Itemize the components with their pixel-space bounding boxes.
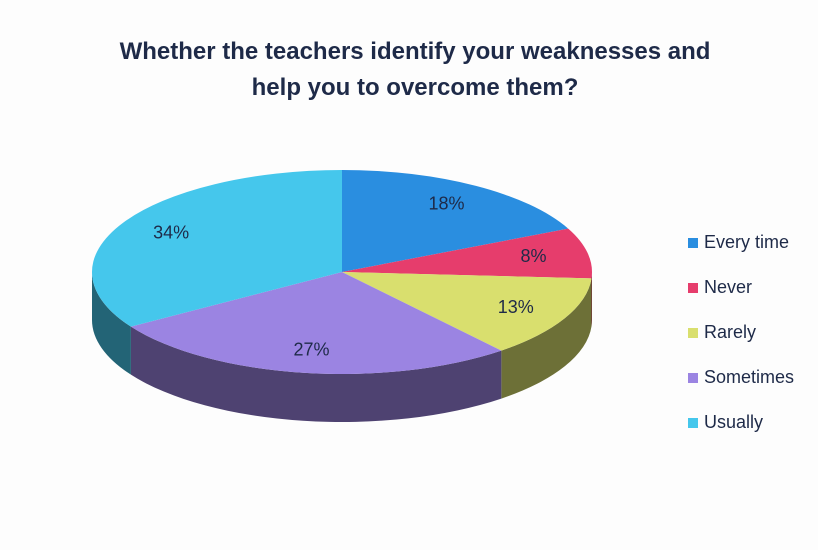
slice-side	[130, 326, 502, 422]
data-label: 13%	[498, 297, 534, 317]
chart-title: Whether the teachers identify your weakn…	[119, 38, 711, 101]
legend-label: Never	[704, 277, 752, 297]
legend-swatch	[688, 418, 698, 428]
slice	[342, 228, 592, 279]
slice-side	[92, 272, 131, 375]
legend-label: Sometimes	[704, 367, 794, 387]
data-label: 18%	[428, 194, 464, 214]
legend-swatch	[688, 373, 698, 383]
legend-label: Rarely	[704, 322, 756, 342]
legend-label: Usually	[704, 412, 763, 432]
legend-label: Every time	[704, 232, 789, 252]
slice-side	[501, 278, 592, 399]
legend-swatch	[688, 328, 698, 338]
data-label: 8%	[521, 246, 547, 266]
slice	[130, 272, 502, 375]
slice	[342, 272, 592, 351]
data-label: 27%	[293, 339, 329, 359]
slice	[342, 170, 569, 272]
slice	[92, 170, 343, 327]
legend-swatch	[688, 283, 698, 293]
data-label: 34%	[153, 222, 189, 242]
legend-swatch	[688, 238, 698, 248]
